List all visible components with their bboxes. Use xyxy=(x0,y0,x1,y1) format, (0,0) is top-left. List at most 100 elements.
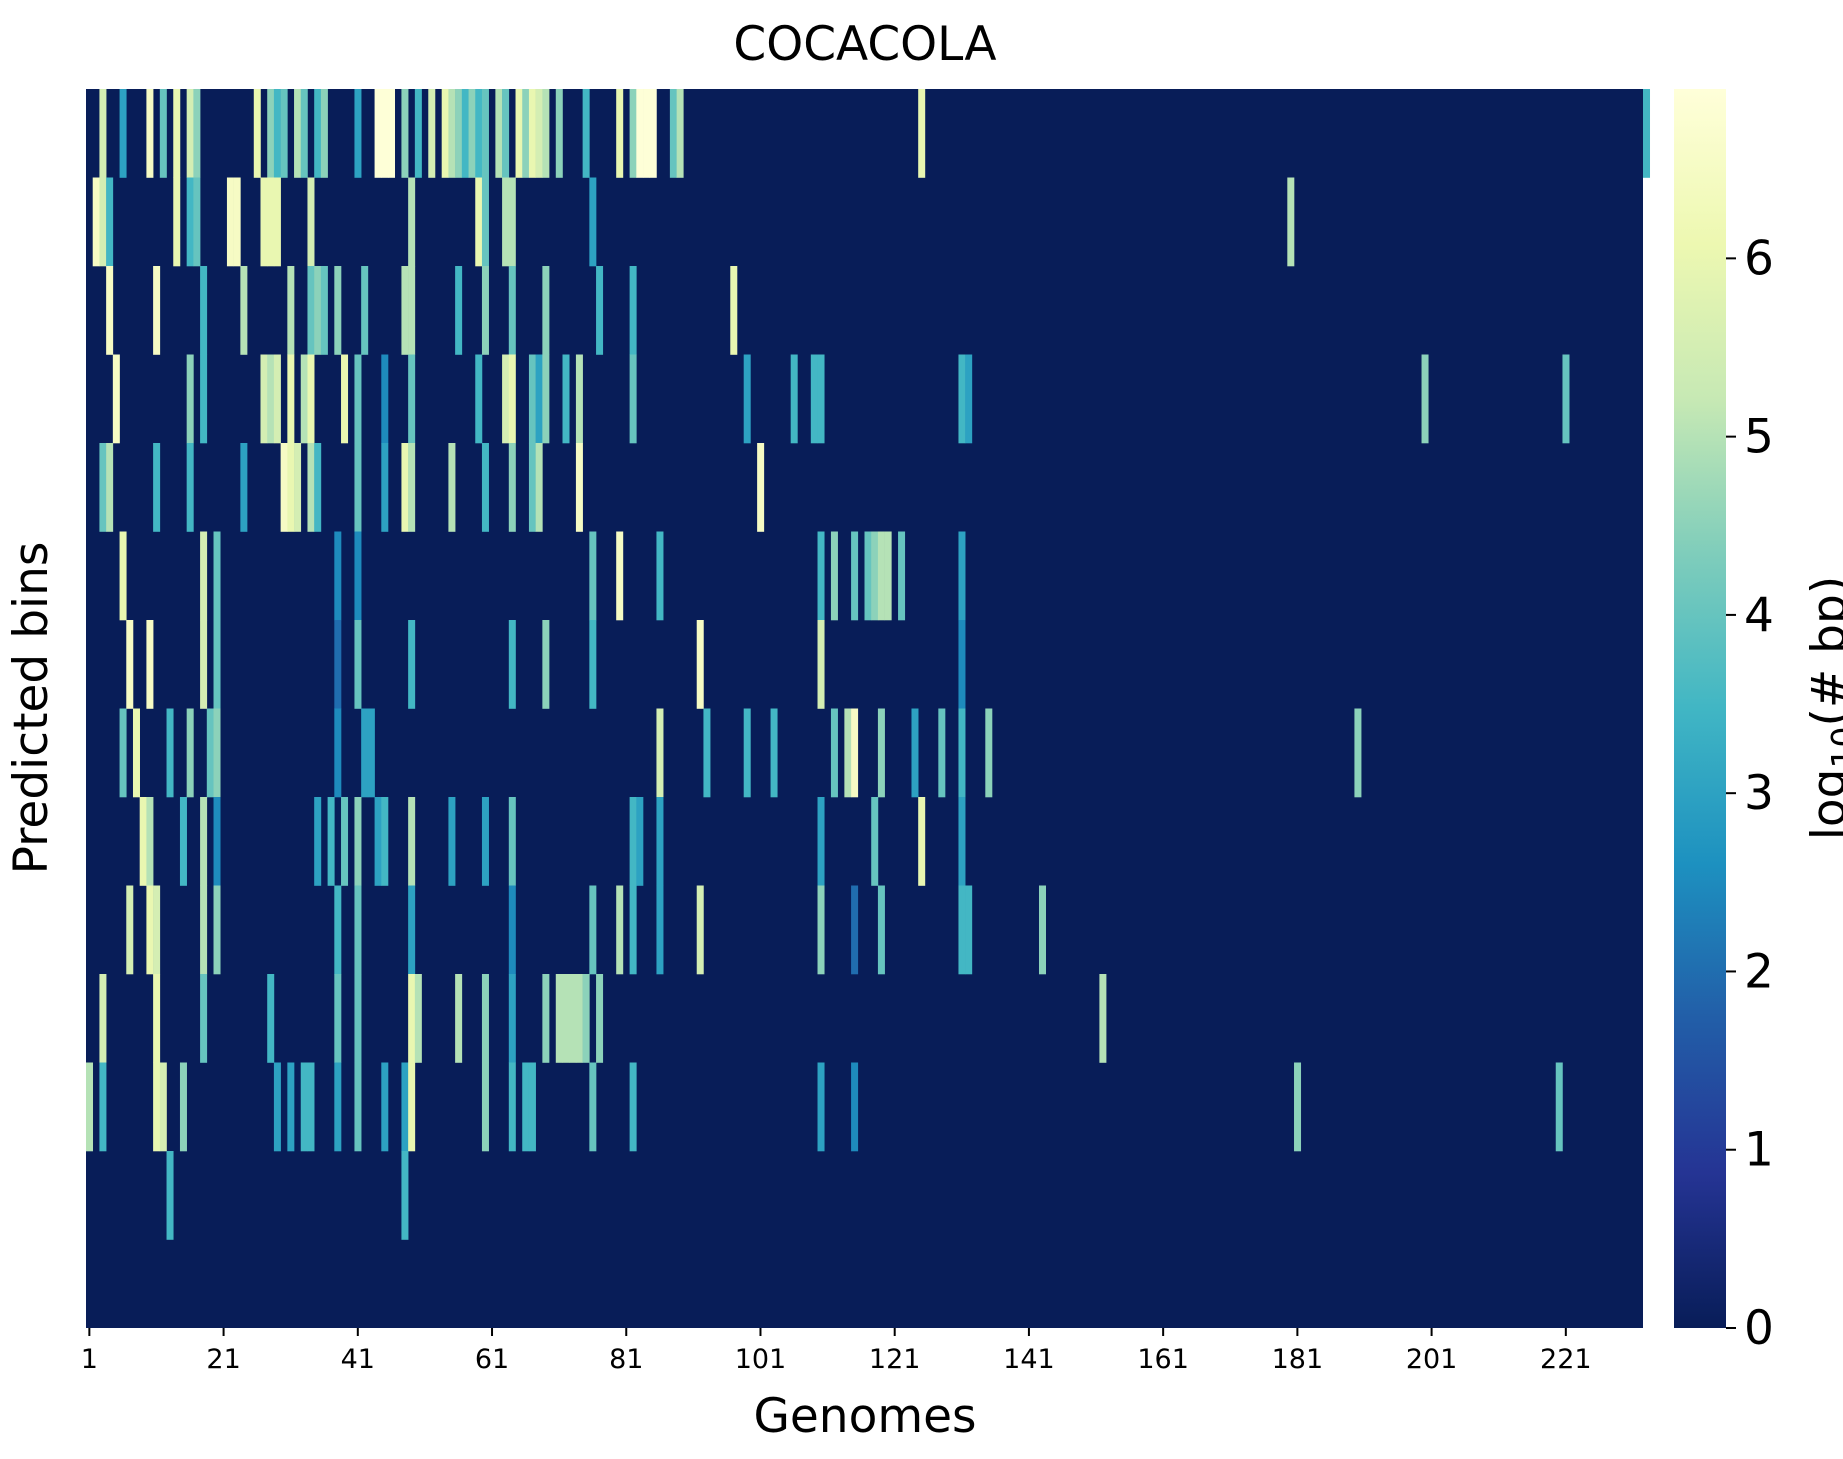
heatmap-cell xyxy=(354,974,362,1063)
heatmap-cell xyxy=(522,89,530,178)
heatmap-cell xyxy=(569,974,577,1063)
heatmap-cell xyxy=(830,708,838,798)
heatmap-cell xyxy=(1287,177,1295,267)
heatmap-cell xyxy=(260,354,268,444)
heatmap-cell xyxy=(314,89,322,178)
heatmap-cell xyxy=(361,266,369,355)
heatmap-cell xyxy=(153,1062,161,1152)
heatmap-cell xyxy=(448,797,456,886)
heatmap-cell xyxy=(481,1062,489,1152)
heatmap-cell xyxy=(851,1062,859,1152)
heatmap-cell xyxy=(582,89,590,178)
heatmap-cell xyxy=(743,354,751,444)
heatmap-cell xyxy=(354,354,362,444)
heatmap-cell xyxy=(99,1062,107,1152)
heatmap-cell xyxy=(844,708,852,798)
heatmap-cell xyxy=(200,885,208,975)
heatmap-cell xyxy=(401,443,409,532)
heatmap-cell xyxy=(535,354,543,444)
heatmap-cell xyxy=(528,89,536,178)
heatmap-cell xyxy=(334,1062,342,1152)
heatmap-cell xyxy=(629,885,637,975)
heatmap-cell xyxy=(898,531,906,621)
heatmap-cell xyxy=(200,531,208,621)
heatmap-cell xyxy=(119,531,127,621)
heatmap-cell xyxy=(1294,1062,1302,1152)
heatmap-cell xyxy=(273,1062,281,1152)
x-tick-label: 121 xyxy=(869,1344,921,1375)
x-axis-label: Genomes xyxy=(753,1389,976,1444)
heatmap-cell xyxy=(596,266,604,355)
heatmap-cell xyxy=(649,89,657,178)
heatmap-cell xyxy=(911,708,919,798)
heatmap-cell xyxy=(213,620,221,709)
heatmap-cell xyxy=(817,620,825,709)
heatmap-cell xyxy=(173,89,181,178)
heatmap-cell xyxy=(629,1062,637,1152)
heatmap-cell xyxy=(616,531,624,621)
heatmap-cell xyxy=(656,797,664,886)
heatmap-cell xyxy=(508,443,516,532)
heatmap-cell xyxy=(616,885,624,975)
heatmap-cell xyxy=(260,177,268,267)
heatmap-cell xyxy=(334,620,342,709)
heatmap-cell xyxy=(864,531,872,621)
heatmap-cell xyxy=(643,89,651,178)
heatmap-cell xyxy=(341,354,349,444)
heatmap-cell xyxy=(676,89,684,178)
heatmap-cell xyxy=(327,797,335,886)
heatmap-cell xyxy=(817,885,825,975)
heatmap-cell xyxy=(166,1151,174,1240)
heatmap-cell xyxy=(461,89,469,178)
heatmap-cell xyxy=(354,443,362,532)
heatmap-cell xyxy=(1562,354,1570,444)
heatmap-cell xyxy=(374,797,382,886)
heatmap-cell xyxy=(408,974,416,1063)
heatmap-cell xyxy=(481,974,489,1063)
heatmap-cell xyxy=(562,974,570,1063)
heatmap-cell xyxy=(535,89,543,178)
heatmap-cell xyxy=(830,531,838,621)
heatmap-cell xyxy=(696,620,704,709)
heatmap-cell xyxy=(334,708,342,798)
heatmap-cell xyxy=(159,89,167,178)
heatmap-cell xyxy=(441,89,449,178)
heatmap-cell xyxy=(86,1062,94,1152)
heatmap-cell xyxy=(334,974,342,1063)
heatmap-cell xyxy=(300,1062,308,1152)
colorbar-tick-label: 1 xyxy=(1744,1123,1774,1178)
heatmap-cell xyxy=(354,620,362,709)
heatmap-cell xyxy=(508,797,516,886)
heatmap-cell xyxy=(186,354,194,444)
heatmap-cell xyxy=(314,797,322,886)
heatmap-cell xyxy=(575,443,583,532)
heatmap-cell xyxy=(528,443,536,532)
heatmap-cell xyxy=(871,531,879,621)
heatmap-cell xyxy=(1421,354,1429,444)
heatmap-cell xyxy=(341,797,349,886)
heatmap-cell xyxy=(213,797,221,886)
heatmap-cell xyxy=(790,354,798,444)
heatmap-cell xyxy=(475,89,483,178)
heatmap-cell xyxy=(508,177,516,267)
heatmap-cell xyxy=(508,266,516,355)
x-tick-label: 61 xyxy=(475,1344,509,1375)
heatmap-cell xyxy=(307,1062,315,1152)
heatmap-cell xyxy=(589,885,597,975)
heatmap-cell xyxy=(542,266,550,355)
heatmap-cell xyxy=(200,266,208,355)
heatmap-cell xyxy=(200,797,208,886)
heatmap-cell xyxy=(481,89,489,178)
colorbar-label: log10(# bp) xyxy=(1802,576,1843,840)
heatmap-cell xyxy=(958,531,966,621)
heatmap-cell xyxy=(106,266,114,355)
colorbar-label-unit: (# bp) xyxy=(1802,576,1843,727)
colorbar-tick-label: 5 xyxy=(1744,410,1774,465)
heatmap-cell xyxy=(267,89,275,178)
heatmap-cell xyxy=(696,885,704,975)
heatmap-cell xyxy=(253,89,261,178)
heatmap-cell xyxy=(401,1062,409,1152)
heatmap-cell xyxy=(213,708,221,798)
heatmap-cell xyxy=(334,885,342,975)
